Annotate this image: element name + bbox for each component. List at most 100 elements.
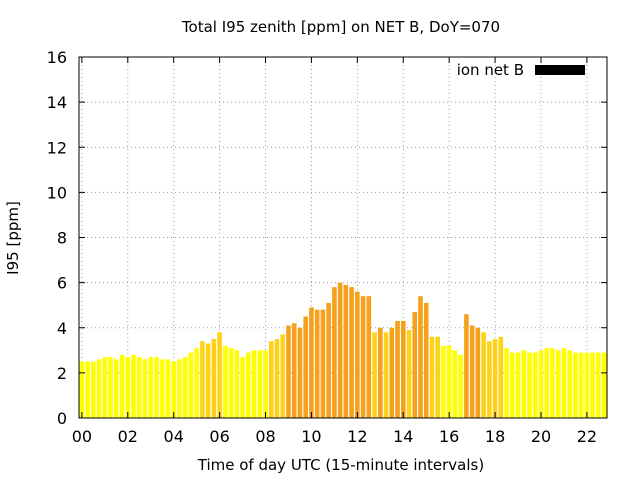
bar (136, 357, 142, 418)
y-tick-label: 4 (57, 319, 67, 338)
bar (590, 352, 595, 418)
y-axis-ticks: 0 2 4 6 8 10 12 14 16 (47, 48, 607, 428)
bar (337, 282, 343, 418)
bar (515, 352, 521, 418)
x-tick-label: 00 (72, 427, 92, 446)
y-tick-label: 16 (47, 48, 67, 67)
bar (469, 325, 475, 418)
bar (487, 341, 492, 418)
bar (326, 302, 331, 418)
bar (435, 336, 440, 418)
bar (102, 357, 108, 418)
y-tick-label: 0 (57, 409, 67, 428)
bar (429, 336, 435, 418)
bar (584, 352, 590, 418)
bar (395, 320, 400, 418)
bar (257, 350, 263, 418)
x-tick-label: 20 (531, 427, 551, 446)
bar (423, 302, 429, 418)
bar (303, 316, 308, 418)
bar (309, 307, 314, 418)
bar (211, 339, 217, 418)
x-tick-label: 04 (164, 427, 184, 446)
bar (148, 357, 154, 418)
bar (240, 357, 245, 418)
bar (165, 359, 171, 418)
x-tick-label: 06 (209, 427, 229, 446)
y-tick-label: 14 (47, 93, 67, 112)
chart-title: Total I95 zenith [ppm] on NET B, DoY=070 (181, 18, 500, 36)
bar (217, 332, 222, 418)
x-tick-label: 08 (255, 427, 275, 446)
bar (372, 332, 377, 418)
y-tick-label: 2 (57, 364, 67, 383)
bar (573, 352, 578, 418)
bar (596, 352, 601, 418)
bar (521, 350, 527, 418)
bar (268, 341, 274, 418)
bar (418, 296, 423, 418)
bar (458, 354, 463, 418)
x-tick-label: 16 (439, 427, 459, 446)
x-tick-label: 14 (393, 427, 413, 446)
bar (251, 350, 257, 418)
y-axis-label: I95 [ppm] (4, 201, 22, 275)
bar (171, 361, 176, 418)
y-tick-label: 12 (47, 138, 67, 157)
bar (314, 309, 320, 418)
bar (349, 287, 354, 418)
bar (360, 296, 366, 418)
bar (544, 348, 550, 418)
bar (246, 352, 251, 418)
bar (475, 327, 481, 418)
bar (125, 357, 131, 418)
bar (177, 359, 182, 418)
bar (504, 348, 509, 418)
y-tick-label: 10 (47, 183, 67, 202)
bar (406, 330, 412, 418)
bar (131, 354, 136, 418)
bar (498, 336, 504, 418)
bar (274, 339, 280, 418)
bar (280, 334, 286, 418)
bar (527, 352, 532, 418)
bar (223, 345, 228, 418)
bar (412, 311, 418, 418)
bar (452, 350, 458, 418)
x-tick-label: 02 (118, 427, 138, 446)
bar (400, 320, 406, 418)
bar (96, 359, 102, 418)
bar (389, 327, 395, 418)
bar (550, 348, 555, 418)
bar (154, 357, 159, 418)
bar (561, 348, 567, 418)
bar (567, 350, 572, 418)
bar (332, 287, 337, 418)
bar (79, 361, 85, 418)
bar (182, 357, 188, 418)
bars-group (79, 282, 607, 418)
bar (297, 327, 303, 418)
bar (108, 357, 113, 418)
y-tick-label: 8 (57, 229, 67, 248)
x-axis-label: Time of day UTC (15-minute intervals) (197, 456, 484, 474)
y-tick-label: 6 (57, 274, 67, 293)
bar (532, 352, 538, 418)
x-tick-label: 18 (485, 427, 505, 446)
bar (555, 350, 561, 418)
bar (286, 325, 291, 418)
x-tick-label: 22 (577, 427, 597, 446)
bar (481, 332, 486, 418)
bar (119, 354, 125, 418)
bar (343, 284, 349, 418)
x-tick-label: 12 (347, 427, 367, 446)
bar (200, 341, 205, 418)
bar (441, 345, 446, 418)
bar (578, 352, 584, 418)
bar (159, 359, 165, 418)
bar (205, 343, 211, 418)
bar (355, 291, 360, 418)
bar (446, 345, 452, 418)
